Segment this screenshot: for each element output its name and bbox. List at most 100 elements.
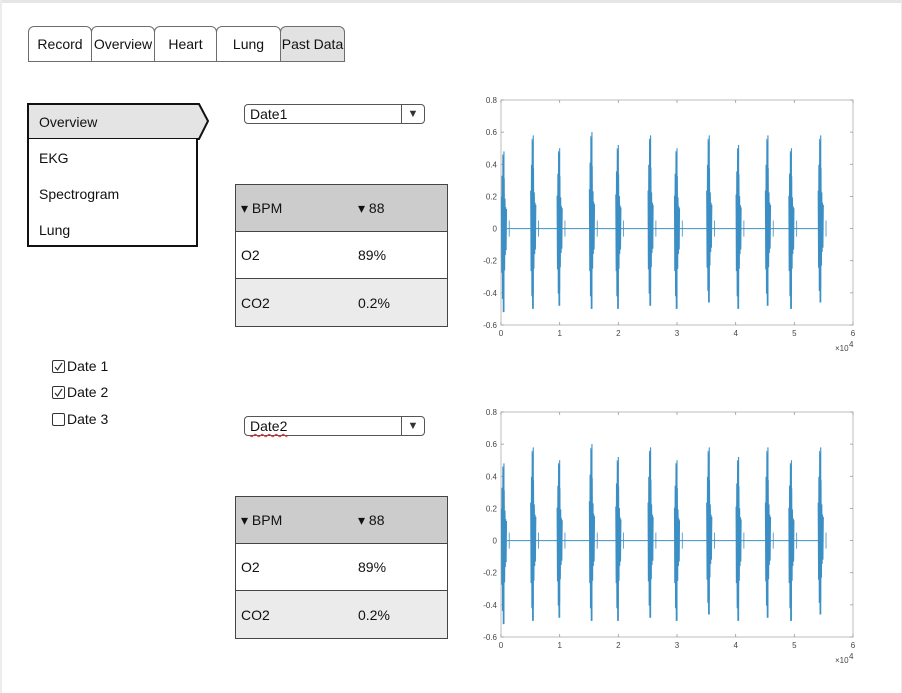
x-tick-label: 0 (499, 641, 504, 650)
table-cell-label: O2 (236, 544, 354, 591)
table-cell-label: CO2 (236, 591, 354, 638)
window-left-border (0, 0, 2, 693)
y-tick-label: -0.2 (483, 569, 497, 578)
date-2-checkbox[interactable] (52, 385, 65, 399)
x-tick-label: 1 (557, 641, 562, 650)
x-tick-label: 1 (557, 329, 562, 338)
x-exponent-label: ×10 (835, 656, 849, 665)
date-1-checkbox-row[interactable]: Date 1 (52, 358, 108, 374)
dropdown-value: Date1 (250, 106, 288, 122)
tab-heart[interactable]: Heart (154, 26, 217, 62)
dropdown-arrow-icon[interactable]: ▼ (401, 417, 424, 435)
signal-series (500, 132, 827, 313)
menu-item-lung[interactable]: Lung (39, 222, 70, 238)
y-tick-label: 0.4 (486, 472, 498, 481)
date-select-2[interactable]: Date2 ▼ (244, 416, 425, 436)
y-tick-label: -0.4 (483, 289, 497, 298)
signal-plot-2: 0.80.60.40.20-0.2-0.4-0.60 1 2 3 4 5 6×10 4 (483, 408, 856, 665)
dropdown-value: Date2 (250, 418, 288, 434)
x-tick-label: 0 (499, 329, 504, 338)
x-tick-label: 6 (851, 641, 856, 650)
signal-series (500, 444, 827, 625)
y-tick-label: -0.6 (483, 321, 497, 330)
check-icon (54, 362, 63, 371)
table-cell-label: O2 (236, 232, 354, 279)
side-menu: Overview EKG Spectrogram Lung (27, 103, 210, 248)
row-label: O2 (241, 247, 260, 263)
menu-item-spectrogram[interactable]: Spectrogram (39, 186, 119, 202)
y-tick-label: 0.8 (486, 408, 498, 417)
checkbox-label: Date 2 (67, 384, 109, 400)
row-label: O2 (241, 559, 260, 575)
table-cell-value: 0.2% (353, 279, 447, 326)
table-cell-value: 0.2% (353, 591, 447, 638)
x-tick-label: 4 (733, 641, 738, 650)
vitals-table-1: ▾ BPM ▾ 88 O2 89% CO2 0.2% (235, 184, 448, 327)
y-tick-label: 0.6 (486, 128, 498, 137)
vitals-table-2: ▾ BPM ▾ 88 O2 89% CO2 0.2% (235, 496, 448, 639)
menu-selected-highlight (27, 103, 210, 140)
checkbox-label: Date 1 (67, 358, 109, 374)
x-tick-label: 4 (733, 329, 738, 338)
x-exponent-power: 4 (849, 652, 854, 661)
x-tick-label: 5 (792, 641, 797, 650)
date-select-1[interactable]: Date1 ▼ (244, 104, 425, 124)
x-tick-label: 6 (851, 329, 856, 338)
window-top-border (0, 0, 902, 3)
menu-item-overview[interactable]: Overview (39, 114, 97, 130)
y-tick-label: 0 (493, 225, 498, 234)
check-icon (54, 388, 63, 397)
table-header-bpm-value[interactable]: ▾ 88 (353, 497, 447, 544)
x-exponent-label: ×10 (835, 344, 849, 353)
tab-past-data[interactable]: Past Data (280, 26, 345, 62)
menu-item-label: Spectrogram (39, 186, 120, 202)
checkbox-label: Date 3 (67, 411, 109, 427)
date-3-checkbox[interactable] (52, 412, 65, 426)
row-label: CO2 (241, 606, 270, 623)
row-value: 89% (358, 559, 387, 575)
y-tick-label: 0.2 (486, 504, 498, 513)
signal-plot-1: 0.80.60.40.20-0.2-0.4-0.60 1 2 3 4 5 6×10 4 (483, 96, 856, 353)
x-tick-label: 2 (616, 641, 621, 650)
header-value: ▾ 88 (358, 511, 385, 528)
table-header-bpm-value[interactable]: ▾ 88 (353, 185, 447, 232)
menu-item-label: Overview (39, 114, 98, 130)
tab-label: Overview (93, 36, 153, 52)
x-tick-label: 5 (792, 329, 797, 338)
menu-list-box (27, 139, 198, 247)
x-tick-label: 3 (675, 641, 680, 650)
table-cell-value: 89% (353, 232, 447, 279)
row-label: CO2 (241, 294, 270, 311)
x-tick-label: 3 (675, 329, 680, 338)
menu-item-ekg[interactable]: EKG (39, 150, 69, 166)
tab-label: Record (37, 36, 83, 52)
table-cell-value: 89% (353, 544, 447, 591)
x-exponent-power: 4 (849, 340, 854, 349)
y-tick-label: 0.6 (486, 440, 498, 449)
tab-overview[interactable]: Overview (91, 26, 155, 62)
date-2-checkbox-row[interactable]: Date 2 (52, 384, 108, 400)
y-tick-label: 0.8 (486, 96, 498, 105)
y-tick-label: -0.6 (483, 633, 497, 642)
table-cell-label: CO2 (236, 279, 354, 326)
menu-item-label: EKG (39, 150, 69, 166)
row-value: 0.2% (358, 606, 390, 623)
y-tick-label: 0.2 (486, 192, 498, 201)
y-tick-label: -0.2 (483, 257, 497, 266)
row-value: 89% (358, 247, 387, 263)
tab-lung[interactable]: Lung (216, 26, 281, 62)
y-tick-label: 0.4 (486, 160, 498, 169)
date-3-checkbox-row[interactable]: Date 3 (52, 411, 108, 427)
header-label: ▾ BPM (241, 199, 283, 216)
date-1-checkbox[interactable] (52, 359, 65, 373)
dropdown-arrow-icon[interactable]: ▼ (401, 105, 424, 123)
y-tick-label: -0.4 (483, 601, 497, 610)
tab-label: Lung (232, 36, 265, 52)
table-header-bpm[interactable]: ▾ BPM (236, 497, 354, 544)
x-tick-label: 2 (616, 329, 621, 338)
tab-record[interactable]: Record (28, 26, 92, 62)
tab-label: Past Data (281, 36, 344, 52)
table-header-bpm[interactable]: ▾ BPM (236, 185, 354, 232)
row-value: 0.2% (358, 294, 390, 311)
header-label: ▾ BPM (241, 511, 283, 528)
